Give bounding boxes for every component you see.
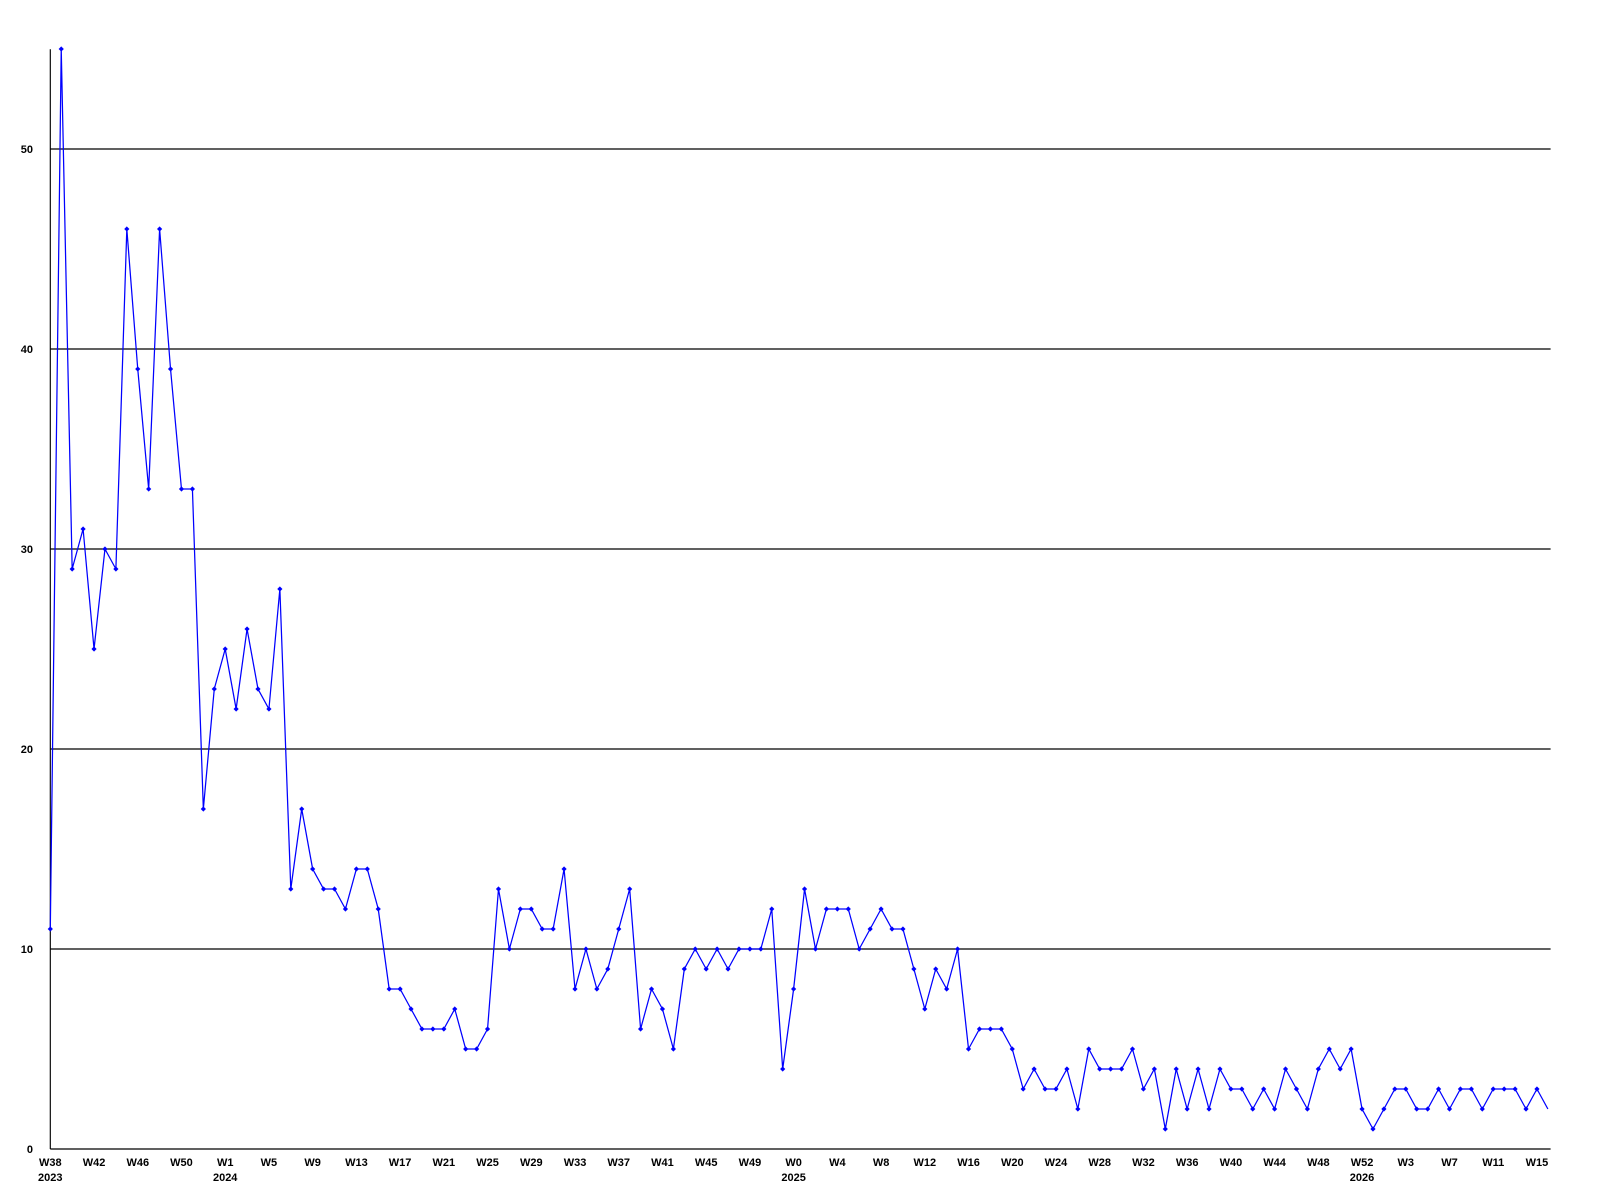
- svg-text:50: 50: [21, 144, 33, 156]
- svg-text:30: 30: [21, 544, 33, 556]
- svg-text:2024: 2024: [213, 1172, 238, 1184]
- svg-text:W25: W25: [476, 1157, 499, 1169]
- svg-text:0: 0: [27, 1144, 33, 1156]
- svg-text:W49: W49: [739, 1157, 762, 1169]
- svg-text:W0: W0: [785, 1157, 802, 1169]
- svg-text:W44: W44: [1263, 1157, 1287, 1169]
- svg-text:W21: W21: [433, 1157, 456, 1169]
- svg-text:W37: W37: [607, 1157, 630, 1169]
- svg-text:2026: 2026: [1350, 1172, 1374, 1184]
- svg-text:W8: W8: [873, 1157, 890, 1169]
- svg-text:20: 20: [21, 744, 33, 756]
- svg-text:2023: 2023: [38, 1172, 62, 1184]
- svg-text:W24: W24: [1045, 1157, 1069, 1169]
- svg-text:W1: W1: [217, 1157, 234, 1169]
- svg-text:W16: W16: [957, 1157, 980, 1169]
- svg-text:W36: W36: [1176, 1157, 1199, 1169]
- svg-text:W28: W28: [1088, 1157, 1111, 1169]
- svg-text:W5: W5: [261, 1157, 278, 1169]
- svg-text:40: 40: [21, 344, 33, 356]
- svg-text:W20: W20: [1001, 1157, 1024, 1169]
- svg-text:W42: W42: [83, 1157, 106, 1169]
- svg-text:W41: W41: [651, 1157, 674, 1169]
- svg-text:W4: W4: [829, 1157, 846, 1169]
- svg-text:W32: W32: [1132, 1157, 1155, 1169]
- svg-text:W52: W52: [1351, 1157, 1374, 1169]
- svg-text:10: 10: [21, 944, 33, 956]
- svg-text:W48: W48: [1307, 1157, 1330, 1169]
- svg-text:W9: W9: [304, 1157, 321, 1169]
- svg-text:W29: W29: [520, 1157, 543, 1169]
- svg-text:W3: W3: [1398, 1157, 1415, 1169]
- svg-text:W50: W50: [170, 1157, 193, 1169]
- svg-text:W46: W46: [126, 1157, 149, 1169]
- svg-text:W7: W7: [1441, 1157, 1458, 1169]
- svg-text:W15: W15: [1526, 1157, 1549, 1169]
- svg-text:W13: W13: [345, 1157, 368, 1169]
- svg-text:W12: W12: [913, 1157, 936, 1169]
- svg-text:W45: W45: [695, 1157, 718, 1169]
- svg-text:W38: W38: [39, 1157, 62, 1169]
- svg-text:W33: W33: [564, 1157, 587, 1169]
- svg-text:W40: W40: [1220, 1157, 1243, 1169]
- svg-text:W11: W11: [1482, 1157, 1504, 1169]
- svg-text:W17: W17: [389, 1157, 412, 1169]
- svg-text:2025: 2025: [781, 1172, 805, 1184]
